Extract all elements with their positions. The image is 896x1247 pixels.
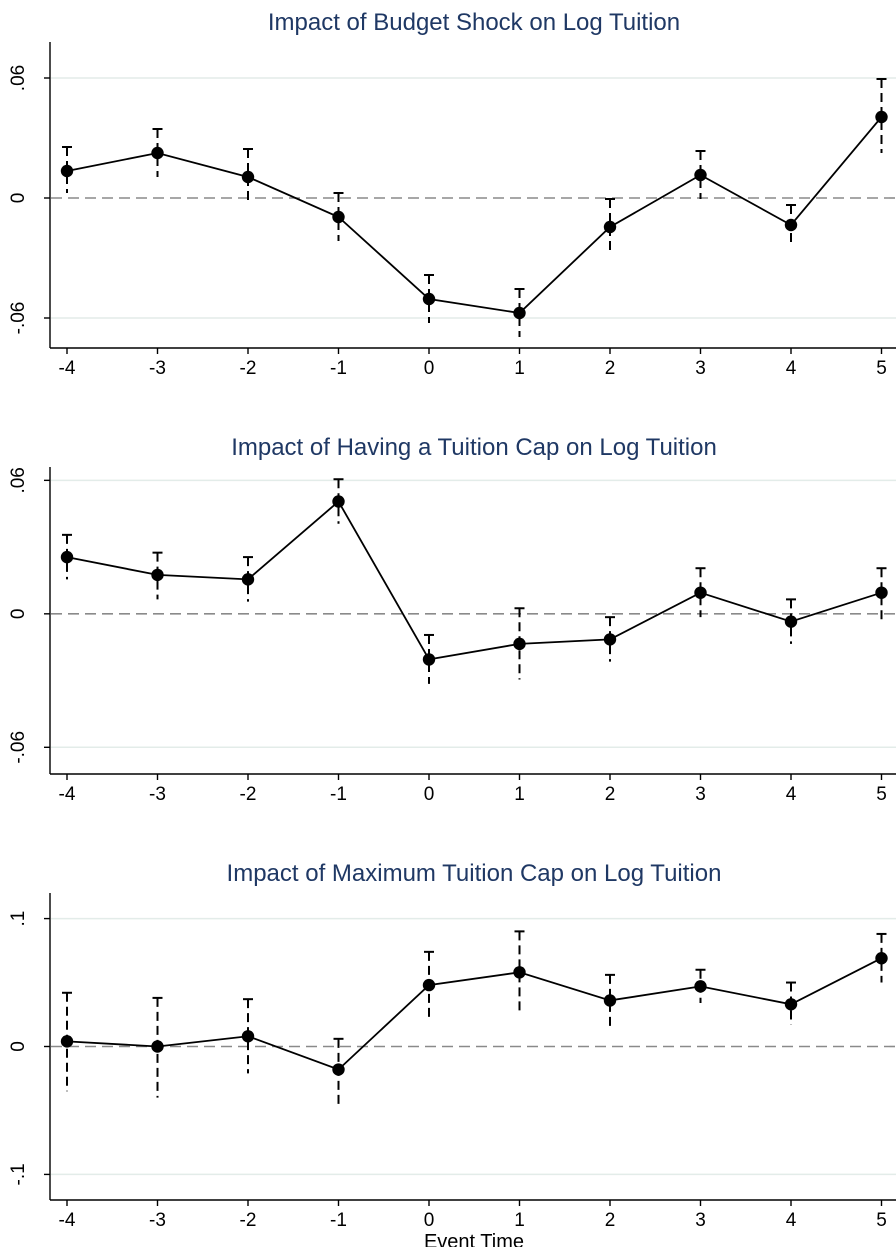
data-point (151, 1040, 164, 1053)
data-point (603, 994, 617, 1007)
chart-panel-2: Impact of Having a Tuition Cap on Log Tu… (8, 434, 896, 805)
data-point (603, 633, 617, 646)
x-tick-label: 1 (514, 358, 525, 379)
data-point (875, 952, 888, 965)
chart-panel-1: Impact of Budget Shock on Log Tuition .06… (8, 9, 896, 379)
data-point (151, 146, 164, 160)
x-tick-label: 4 (786, 358, 797, 379)
x-tick-label: 3 (695, 784, 706, 805)
x-tick-label: -4 (59, 358, 76, 379)
chart-panel-3: Impact of Maximum Tuition Cap on Log Tui… (8, 860, 896, 1247)
data-point (241, 170, 255, 184)
data-point (875, 110, 888, 124)
series-line (66, 957, 882, 1071)
series-line (66, 500, 882, 661)
data-point (513, 637, 526, 651)
data-point (422, 978, 436, 992)
y-tick-label: 0 (8, 193, 29, 204)
x-tick-label: 0 (424, 358, 435, 379)
x-tick-label: 4 (786, 1210, 797, 1231)
data-point (513, 306, 526, 320)
x-tick-label: 2 (605, 358, 616, 379)
data-point (332, 1063, 345, 1076)
data-point (694, 586, 707, 599)
x-tick-label: -1 (330, 1210, 347, 1231)
x-tick-label: 0 (424, 1210, 435, 1231)
x-tick-label: -4 (59, 784, 76, 805)
data-point (60, 1035, 74, 1048)
y-tick-label: .06 (8, 65, 29, 91)
x-axis-label: Event Time (424, 1231, 524, 1247)
data-point (784, 218, 798, 232)
x-tick-label: 4 (786, 784, 797, 805)
data-point (332, 210, 345, 224)
chart-title: Impact of Maximum Tuition Cap on Log Tui… (227, 860, 722, 887)
y-tick-label: 0 (8, 609, 29, 620)
x-tick-label: 2 (605, 1210, 616, 1231)
y-tick-label: .1 (8, 911, 29, 927)
x-tick-label: 0 (424, 784, 435, 805)
chart-title: Impact of Having a Tuition Cap on Log Tu… (231, 434, 717, 461)
y-tick-label: 0 (8, 1041, 29, 1052)
x-tick-label: 5 (876, 784, 887, 805)
data-point (241, 573, 255, 586)
y-tick-label: -.1 (8, 1163, 29, 1185)
x-tick-label: -3 (149, 784, 166, 805)
x-tick-label: -2 (240, 784, 257, 805)
x-tick-label: -1 (330, 784, 347, 805)
data-point (60, 164, 74, 178)
data-point (422, 653, 436, 666)
x-tick-label: 2 (605, 784, 616, 805)
x-tick-label: -2 (240, 358, 257, 379)
y-tick-label: -.06 (8, 302, 29, 335)
data-point (241, 1030, 255, 1043)
x-tick-label: 3 (695, 358, 706, 379)
data-point (603, 220, 617, 234)
x-tick-label: 5 (876, 1210, 887, 1231)
x-tick-label: -3 (149, 358, 166, 379)
data-point (332, 495, 345, 508)
data-point (60, 550, 74, 564)
data-point (875, 586, 888, 599)
data-point (694, 980, 707, 993)
series-line (66, 116, 883, 314)
chart-title: Impact of Budget Shock on Log Tuition (268, 9, 680, 36)
x-tick-label: -1 (330, 358, 347, 379)
data-point (422, 292, 436, 306)
data-point (784, 615, 798, 628)
y-tick-label: -.06 (8, 731, 29, 764)
data-point (694, 168, 707, 182)
x-tick-label: -2 (240, 1210, 257, 1231)
x-tick-label: -4 (59, 1210, 76, 1231)
x-tick-label: -3 (149, 1210, 166, 1231)
data-point (784, 998, 798, 1011)
data-point (151, 568, 164, 582)
x-tick-label: 5 (876, 358, 887, 379)
x-tick-label: 1 (514, 784, 525, 805)
x-tick-label: 1 (514, 1210, 525, 1231)
x-tick-label: 3 (695, 1210, 706, 1231)
data-point (513, 966, 526, 979)
y-tick-label: .06 (8, 467, 29, 493)
